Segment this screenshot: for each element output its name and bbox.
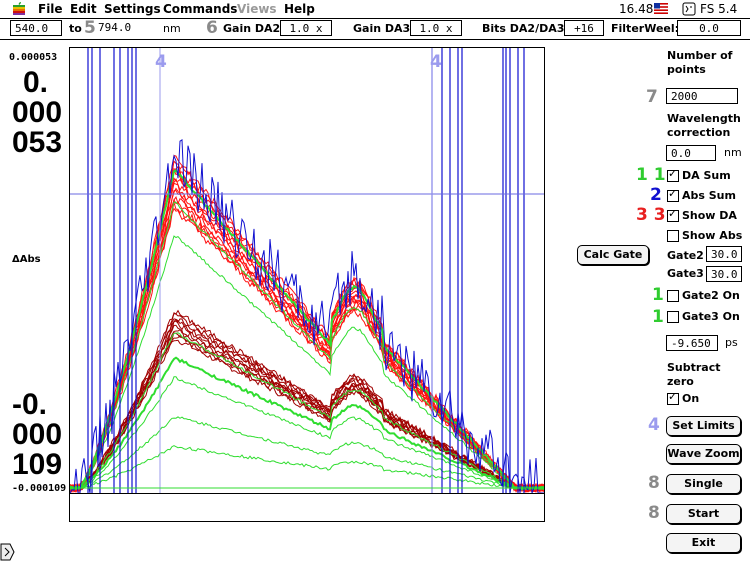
filter-field[interactable]: 0.0	[677, 20, 741, 36]
single-button[interactable]: Single	[666, 474, 741, 494]
green-trace	[70, 332, 544, 490]
gain-da2-field[interactable]: 1.0 x	[280, 20, 332, 36]
gain-da2-label: Gain DA2:	[223, 22, 285, 35]
marker-6: 6	[206, 18, 218, 38]
wl-correction-field[interactable]: 0.0	[666, 145, 716, 161]
green-trace	[70, 416, 544, 491]
marker-1-gate3: 1	[652, 307, 664, 327]
y-min-big-1: -0.	[12, 388, 48, 421]
toolbar-divider	[0, 39, 750, 40]
filter-label: FilterWeel:	[611, 22, 680, 35]
marker-1-1: 1 1	[636, 165, 666, 185]
menu-settings[interactable]: Settings	[104, 2, 161, 16]
y-max-big-1: 0.	[23, 66, 49, 99]
abs-sum-checkbox[interactable]	[667, 187, 679, 202]
darkred-trace	[70, 329, 544, 492]
gate3-field[interactable]: 30.0	[706, 266, 742, 282]
marker-4-right: 4	[430, 52, 442, 72]
gate3-on-checkbox[interactable]	[667, 311, 679, 323]
calc-gate-button[interactable]: Calc Gate	[577, 245, 649, 265]
marker-1-gate2: 1	[652, 285, 664, 305]
range-unit: nm	[163, 22, 181, 35]
set-limits-button[interactable]: Set Limits	[666, 416, 741, 436]
wl-label-1: Wavelength	[667, 112, 741, 125]
delay-ps-field[interactable]: -9.650	[666, 335, 718, 351]
green-trace	[70, 235, 544, 491]
show-abs-checkbox[interactable]	[667, 230, 679, 242]
y-max-big-3: 053	[12, 126, 63, 159]
marker-8-start: 8	[648, 503, 660, 523]
exit-button[interactable]: Exit	[666, 533, 741, 553]
show-abs-label: Show Abs	[682, 229, 743, 242]
menu-bar: File Edit Settings Commands Views Help 1…	[0, 0, 750, 19]
subtract-label-1: Subtract	[667, 361, 721, 374]
range-from-field[interactable]: 540.0	[10, 20, 62, 36]
y-max-small: 0.000053	[9, 52, 58, 63]
start-button[interactable]: Start	[666, 504, 741, 524]
marker-2: 2	[650, 185, 662, 205]
subtract-label-2: zero	[667, 375, 694, 388]
abs-sum-label: Abs Sum	[682, 189, 736, 202]
resize-grip-icon[interactable]	[0, 542, 16, 562]
marker-3-3: 3 3	[636, 205, 666, 225]
menu-edit[interactable]: Edit	[70, 2, 97, 16]
gate3-on-label: Gate3 On	[682, 310, 740, 323]
gate2-on-label: Gate2 On	[682, 289, 740, 302]
y-min-big-2: 000	[12, 418, 63, 451]
menu-commands[interactable]: Commands	[163, 2, 238, 16]
clock: 16.48	[619, 2, 654, 16]
green-trace	[70, 445, 544, 490]
da-sum-checkbox[interactable]	[667, 167, 679, 182]
menu-views[interactable]: Views	[237, 2, 277, 16]
da-sum-label: DA Sum	[682, 169, 731, 182]
gate3-label: Gate3	[667, 267, 704, 280]
plot-frame	[69, 47, 545, 522]
marker-5: 5	[84, 18, 96, 38]
spectrum-plot[interactable]	[70, 48, 544, 493]
show-da-label: Show DA	[682, 209, 737, 222]
subtract-on-label: On	[682, 392, 700, 405]
apple-icon[interactable]	[13, 2, 25, 15]
wl-unit: nm	[724, 146, 742, 159]
darkred-trace	[70, 309, 544, 492]
blue-trace	[70, 139, 544, 493]
marker-4-left: 4	[155, 52, 167, 72]
finder-app-icon[interactable]	[682, 2, 696, 16]
npoints-label-1: Number of	[667, 49, 733, 62]
app-name: FS 5.4	[700, 2, 738, 16]
gate2-on-checkbox[interactable]	[667, 290, 679, 302]
marker-4-setlimits: 4	[648, 415, 660, 435]
gain-da3-field[interactable]: 1.0 x	[410, 20, 462, 36]
wl-label-2: correction	[667, 126, 731, 139]
subtract-zero-checkbox[interactable]	[667, 390, 679, 405]
to-label: to	[69, 22, 82, 35]
gate2-field[interactable]: 30.0	[706, 246, 742, 262]
green-trace	[70, 356, 544, 491]
npoints-label-2: points	[667, 63, 706, 76]
gate2-label: Gate2	[667, 249, 704, 262]
show-da-checkbox[interactable]	[667, 207, 679, 222]
marker-7: 7	[646, 87, 658, 107]
range-to-field[interactable]: 794.0	[98, 21, 132, 34]
plot-divider	[69, 493, 545, 494]
menu-file[interactable]: File	[38, 2, 63, 16]
green-trace	[70, 376, 544, 491]
y-axis-label: ΔAbs	[12, 254, 41, 265]
menu-help[interactable]: Help	[284, 2, 315, 16]
bits-field[interactable]: +16	[564, 20, 604, 36]
y-max-big-2: 000	[12, 96, 63, 129]
flag-icon[interactable]	[654, 3, 668, 14]
y-min-small: -0.000109	[12, 483, 67, 494]
npoints-field[interactable]: 2000	[666, 88, 738, 104]
gain-da3-label: Gain DA3:	[353, 22, 415, 35]
green-trace	[70, 201, 544, 490]
ps-unit: ps	[725, 336, 738, 349]
wave-zoom-button[interactable]: Wave Zoom	[666, 444, 741, 464]
bits-label: Bits DA2/DA3:	[482, 22, 569, 35]
marker-8-single: 8	[648, 473, 660, 493]
y-min-big-3: 109	[12, 448, 63, 481]
